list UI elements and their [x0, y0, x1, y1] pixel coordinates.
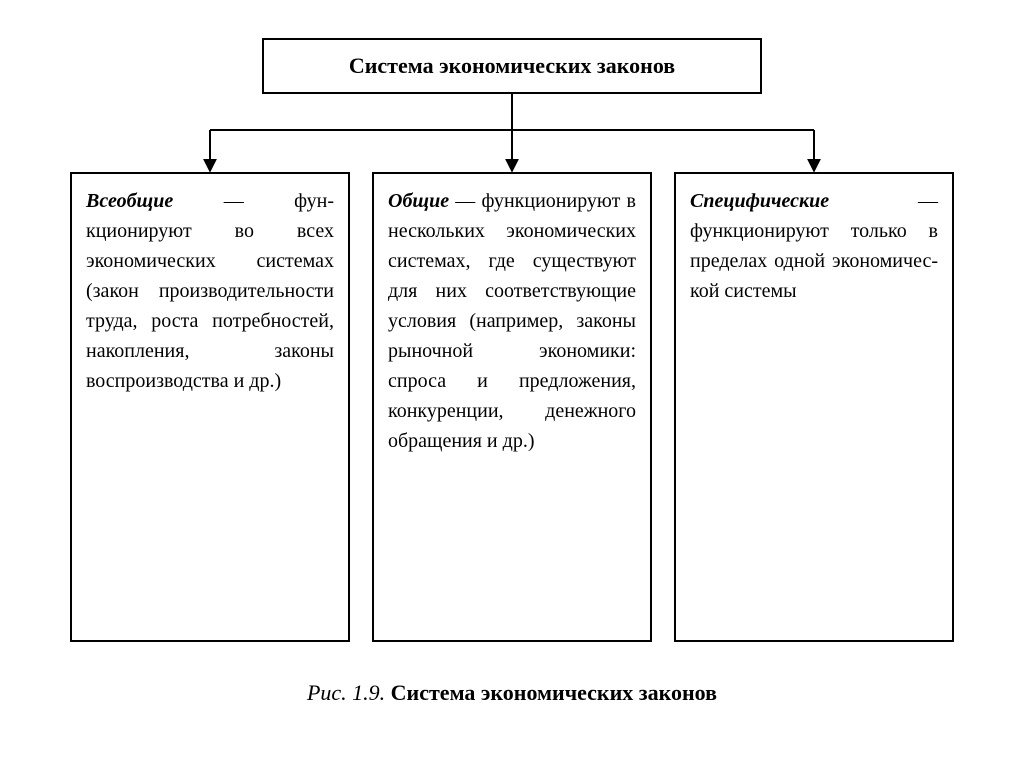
figure-caption-prefix: Рис. 1.9. [307, 680, 385, 705]
child-node-1-body: — функцио­нируют в несколь­ких экономиче… [388, 190, 636, 452]
figure-caption: Рис. 1.9. Система экономических законов [230, 680, 794, 706]
diagram-canvas: Система экономических законов Всеобщие —… [0, 0, 1024, 768]
child-node-0-body: — фун­кционируют во всех экономических с… [86, 190, 334, 392]
child-node-2: Специфические — функционируют только в п… [674, 172, 954, 642]
root-node-label: Система экономических законов [349, 53, 675, 79]
child-node-2-lead: Специфические [690, 190, 829, 212]
child-node-1-lead: Общие [388, 190, 449, 212]
child-node-0: Всеобщие — фун­кционируют во всех эконом… [70, 172, 350, 642]
root-node: Система экономических законов [262, 38, 762, 94]
child-node-1: Общие — функцио­нируют в несколь­ких эко… [372, 172, 652, 642]
figure-caption-text: Система экономических законов [391, 680, 717, 705]
child-node-0-lead: Всеобщие [86, 190, 173, 212]
